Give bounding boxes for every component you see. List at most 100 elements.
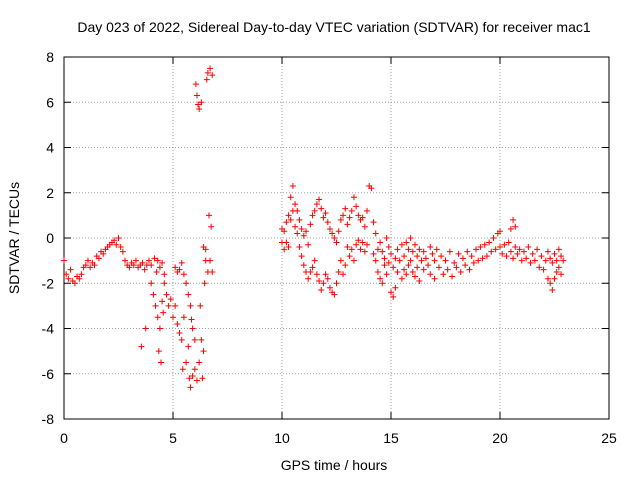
x-tick-label: 15 [383,430,399,446]
data-point [161,280,168,287]
data-point [307,221,314,228]
data-point [195,101,202,108]
data-point [433,246,440,253]
data-point [416,277,423,284]
data-point [516,246,523,253]
data-point [427,271,434,278]
data-point [442,257,449,264]
data-point [188,316,195,323]
data-point [65,275,72,282]
data-point [174,320,181,327]
data-point [497,228,503,235]
data-point [146,257,153,264]
data-point [78,271,85,278]
data-point [346,214,353,221]
y-tick-label: 0 [46,230,54,246]
data-point [335,268,342,275]
data-point [518,257,525,264]
data-point [322,210,329,217]
data-point [316,277,323,284]
data-point [560,257,567,264]
data-point [170,314,176,321]
data-point [287,194,294,201]
data-point [84,257,91,264]
data-point [390,264,397,271]
data-point [199,375,206,382]
data-point [296,244,303,251]
data-point [401,266,408,273]
data-point [193,377,200,384]
data-point [346,253,353,260]
data-point [307,268,314,275]
data-point [167,296,174,303]
data-point [156,325,163,332]
data-point [205,212,212,219]
data-point [514,250,521,257]
data-point [100,250,107,257]
data-point [549,287,556,294]
data-point [381,262,388,269]
data-point [117,244,124,251]
data-point [405,262,412,269]
data-point [444,266,451,273]
data-point [153,268,160,275]
data-point [204,69,211,76]
data-point [398,241,405,248]
data-point [512,223,519,230]
data-point [340,271,347,278]
data-point [544,275,551,282]
data-point [429,250,436,257]
data-point [289,182,296,189]
data-point [208,223,215,230]
data-point [383,235,390,241]
data-point [148,280,155,287]
data-point [183,280,190,287]
data-point [503,253,510,260]
data-point [523,255,530,262]
data-point [411,273,418,280]
data-point [333,280,340,287]
data-point [320,280,327,287]
data-point [520,248,527,255]
data-point [438,253,445,260]
data-point [95,255,102,262]
data-point [401,253,408,260]
data-point [462,262,469,269]
data-point [294,207,301,214]
data-point [183,359,190,366]
data-point [201,280,208,287]
data-point [313,201,320,208]
data-point [326,225,333,232]
data-point [547,255,554,262]
data-point [555,264,562,271]
data-point [457,268,464,275]
data-point [139,259,146,266]
data-point [388,289,394,296]
data-point [313,271,320,278]
data-point [449,273,456,280]
data-point [158,359,165,366]
data-point [320,214,327,221]
data-point [119,248,126,255]
data-point [555,246,562,253]
x-tick-label: 0 [60,430,68,446]
data-point [501,241,508,248]
y-tick-label: 2 [46,185,54,201]
data-point [294,230,301,237]
data-point [209,72,216,79]
data-point [155,348,162,355]
data-point [370,250,377,257]
data-point [189,373,196,380]
data-point [394,246,401,253]
data-point [529,250,536,257]
data-point [200,348,207,355]
data-point [298,253,305,260]
data-point [383,271,390,278]
data-point [324,275,331,282]
data-point [348,246,355,253]
data-point [305,275,312,282]
data-point [558,271,565,278]
data-point [538,253,545,260]
data-point [198,99,205,106]
